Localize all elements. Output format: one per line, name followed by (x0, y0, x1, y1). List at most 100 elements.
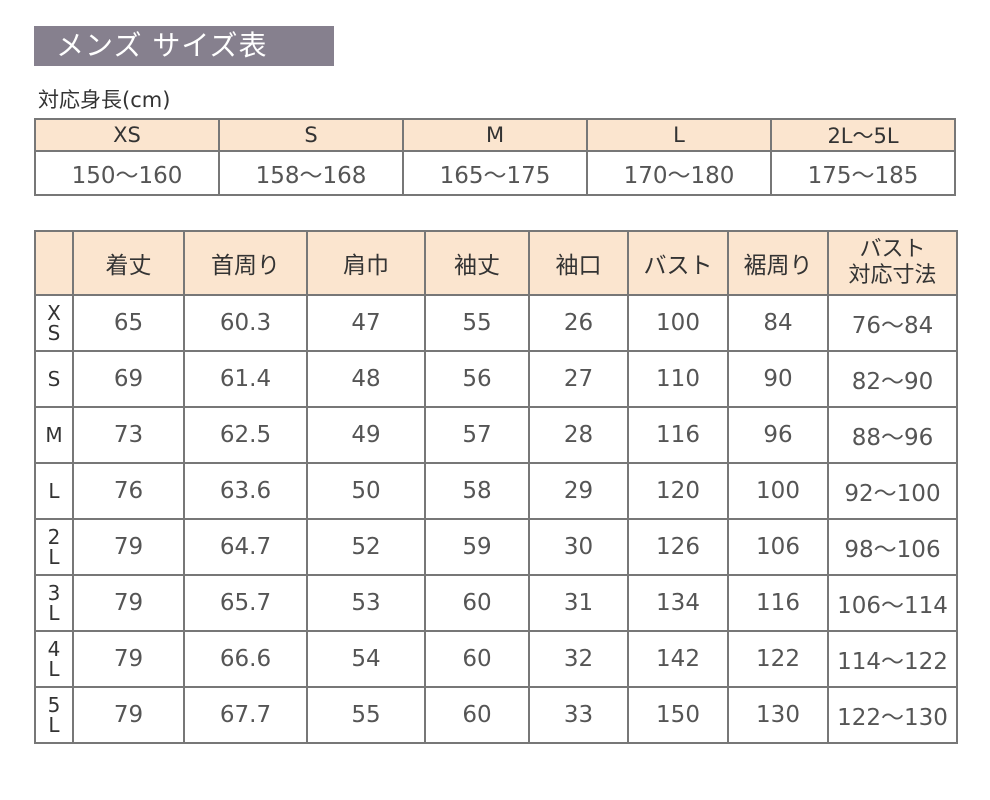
column-header: バスト (627, 230, 729, 296)
value-cell: 60 (424, 574, 530, 632)
table-row: 4 L 79 66.6 54 60 32 142 122 114～122 (34, 630, 958, 688)
value-cell: 106～114 (827, 574, 958, 632)
value-cell: 69 (72, 350, 185, 408)
value-cell: 126 (627, 518, 729, 576)
value-cell: 150 (627, 686, 729, 744)
column-header-bust-range: バスト 対応寸法 (827, 230, 958, 296)
value-cell: 116 (627, 406, 729, 464)
value-cell: 61.4 (183, 350, 308, 408)
column-header: 首周り (183, 230, 308, 296)
value-cell: 47 (306, 294, 426, 352)
header-line: 対応寸法 (848, 263, 937, 288)
column-header: 肩巾 (306, 230, 426, 296)
size-label-char: L (48, 545, 60, 569)
value-cell: 88～96 (827, 406, 958, 464)
value-cell: 55 (424, 294, 530, 352)
column-header: 袖丈 (424, 230, 530, 296)
value-cell: 130 (727, 686, 829, 744)
value-cell: 96 (727, 406, 829, 464)
value-cell: 79 (72, 686, 185, 744)
value-cell: 60 (424, 630, 530, 688)
table-row: 2 L 79 64.7 52 59 30 126 106 98～106 (34, 518, 958, 576)
value-cell: 106 (727, 518, 829, 576)
value-cell: 65.7 (183, 574, 308, 632)
height-range-cell: 175～185 (770, 150, 956, 196)
value-cell: 58 (424, 462, 530, 520)
value-cell: 98～106 (827, 518, 958, 576)
value-cell: 31 (528, 574, 629, 632)
size-table: 着丈 首周り 肩巾 袖丈 袖口 バスト 裾周り バスト 対応寸法 X S 65 60.3 47 55 26 1… (34, 230, 958, 744)
size-label: S (34, 350, 74, 408)
value-cell: 122～130 (827, 686, 958, 744)
page-title: メンズ サイズ表 (34, 26, 334, 66)
value-cell: 79 (72, 518, 185, 576)
value-cell: 32 (528, 630, 629, 688)
size-label-char: S (47, 367, 61, 391)
value-cell: 76～84 (827, 294, 958, 352)
size-label-char: S (47, 321, 61, 345)
value-cell: 100 (727, 462, 829, 520)
value-cell: 27 (528, 350, 629, 408)
value-cell: 134 (627, 574, 729, 632)
column-header: 袖口 (528, 230, 629, 296)
table-row: L 76 63.6 50 58 29 120 100 92～100 (34, 462, 958, 520)
value-cell: 76 (72, 462, 185, 520)
value-cell: 142 (627, 630, 729, 688)
size-label-char: L (48, 713, 60, 737)
value-cell: 52 (306, 518, 426, 576)
value-cell: 114～122 (827, 630, 958, 688)
value-cell: 82～90 (827, 350, 958, 408)
value-cell: 100 (627, 294, 729, 352)
value-cell: 26 (528, 294, 629, 352)
value-cell: 79 (72, 574, 185, 632)
value-cell: 57 (424, 406, 530, 464)
value-cell: 59 (424, 518, 530, 576)
height-range-cell: 158～168 (218, 150, 404, 196)
value-cell: 56 (424, 350, 530, 408)
value-cell: 84 (727, 294, 829, 352)
value-cell: 28 (528, 406, 629, 464)
value-cell: 55 (306, 686, 426, 744)
value-cell: 54 (306, 630, 426, 688)
value-cell: 90 (727, 350, 829, 408)
value-cell: 33 (528, 686, 629, 744)
value-cell: 62.5 (183, 406, 308, 464)
value-cell: 66.6 (183, 630, 308, 688)
height-range-cell: 150～160 (34, 150, 220, 196)
size-label-char: L (48, 657, 60, 681)
value-cell: 65 (72, 294, 185, 352)
value-cell: 30 (528, 518, 629, 576)
height-size-header: XS (34, 118, 220, 152)
value-cell: 50 (306, 462, 426, 520)
table-row: 5 L 79 67.7 55 60 33 150 130 122～130 (34, 686, 958, 744)
table-row: 3 L 79 65.7 53 60 31 134 116 106～114 (34, 574, 958, 632)
value-cell: 116 (727, 574, 829, 632)
column-header: 裾周り (727, 230, 829, 296)
value-cell: 67.7 (183, 686, 308, 744)
value-cell: 63.6 (183, 462, 308, 520)
table-row: S 69 61.4 48 56 27 110 90 82～90 (34, 350, 958, 408)
value-cell: 53 (306, 574, 426, 632)
size-label-char: L (48, 479, 60, 503)
value-cell: 122 (727, 630, 829, 688)
header-line: バスト (859, 237, 926, 262)
size-label-char: 2 (47, 525, 61, 549)
value-cell: 110 (627, 350, 729, 408)
size-label-char: L (48, 601, 60, 625)
value-cell: 120 (627, 462, 729, 520)
size-label-char: 4 (47, 637, 61, 661)
height-range-cell: 170～180 (586, 150, 772, 196)
value-cell: 48 (306, 350, 426, 408)
size-label-char: M (45, 423, 63, 447)
value-cell: 60.3 (183, 294, 308, 352)
value-cell: 49 (306, 406, 426, 464)
height-range-cell: 165～175 (402, 150, 588, 196)
height-size-header: M (402, 118, 588, 152)
value-cell: 60 (424, 686, 530, 744)
height-size-header: 2L～5L (770, 118, 956, 152)
